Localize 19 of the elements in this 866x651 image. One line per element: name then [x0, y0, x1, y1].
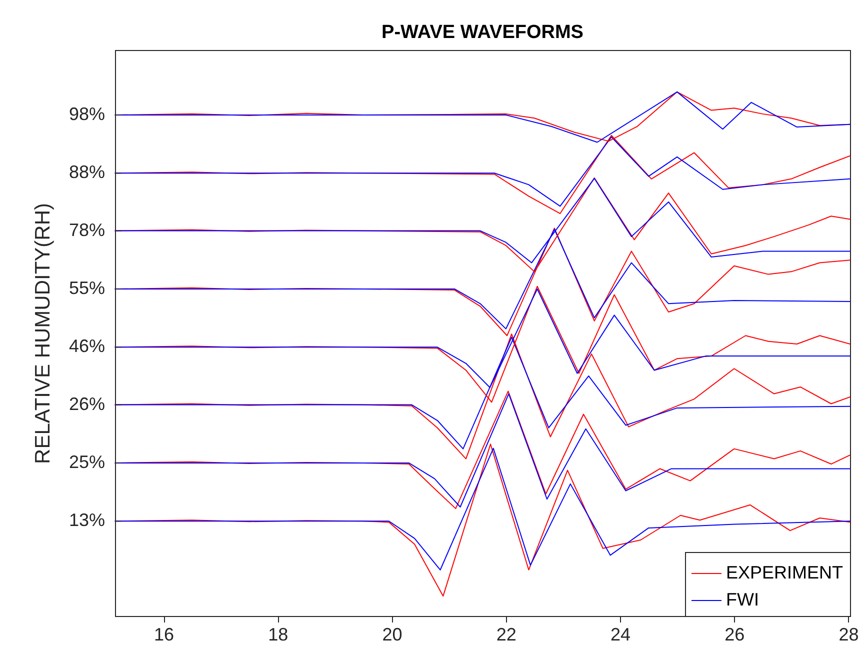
x-tick-label: 22 [496, 624, 516, 644]
x-tick-label: 20 [382, 624, 402, 644]
text: 78% [68, 220, 105, 240]
text: 46% [68, 336, 105, 356]
text: 13% [68, 510, 105, 530]
x-tick-label: 18 [268, 624, 288, 644]
x-tick-label: 24 [610, 624, 631, 644]
x-tick-label: 16 [154, 624, 174, 644]
text: 26% [68, 394, 105, 414]
legend-label: EXPERIMENT [726, 562, 844, 582]
text: 98% [68, 104, 105, 124]
x-tick-label: 28 [838, 624, 859, 644]
text: 55% [68, 278, 105, 298]
text: 88% [68, 162, 105, 182]
text: 25% [68, 452, 105, 472]
x-tick-label: 26 [724, 624, 745, 644]
y-axis-title: RELATIVE HUMUDITY(RH) [32, 203, 54, 464]
chart-title: P-WAVE WAVEFORMS [382, 22, 584, 43]
legend-label: FWI [726, 590, 759, 610]
